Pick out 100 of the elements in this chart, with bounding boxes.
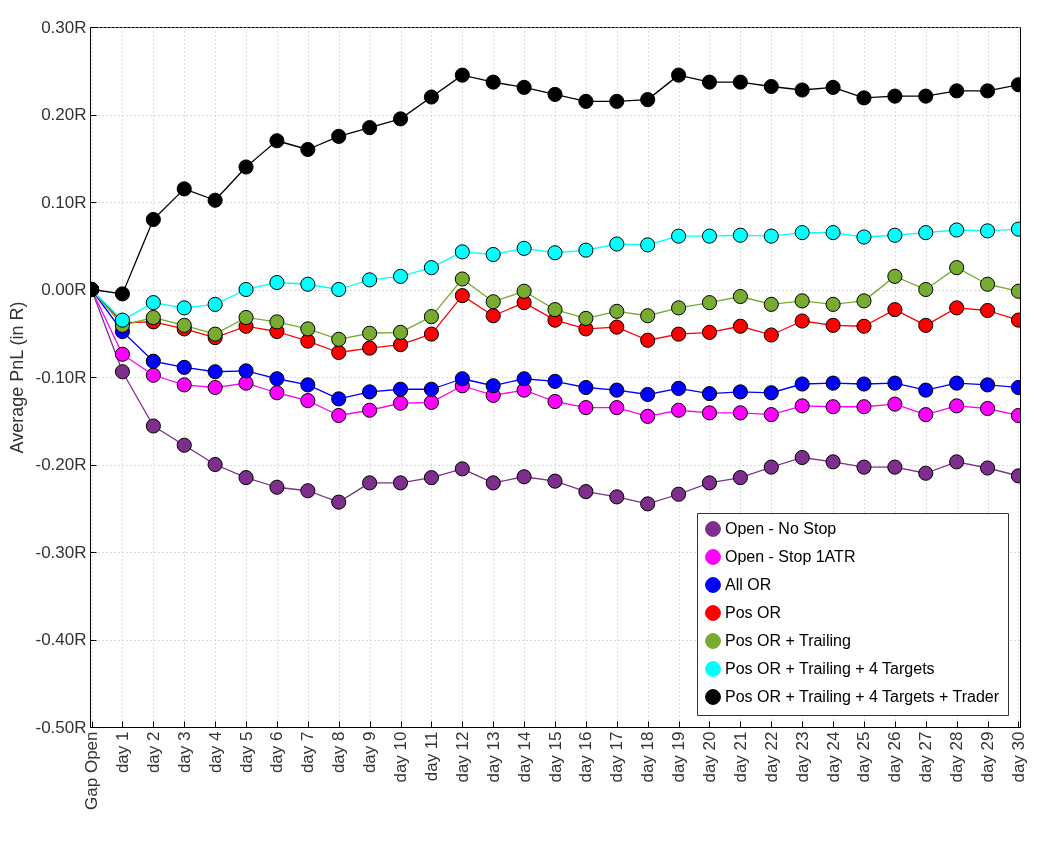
x-tick-label: day 8 — [329, 731, 349, 774]
point — [671, 228, 687, 244]
point — [362, 272, 378, 288]
point — [362, 384, 378, 400]
point — [176, 181, 192, 197]
point — [300, 483, 316, 499]
x-tick-label: day 23 — [792, 731, 812, 783]
point — [238, 375, 254, 391]
point — [640, 92, 656, 108]
point — [794, 293, 810, 309]
point — [763, 78, 779, 95]
point — [856, 90, 872, 106]
point — [609, 400, 625, 416]
point — [701, 74, 718, 90]
point — [794, 376, 810, 392]
point — [176, 359, 192, 375]
point — [423, 470, 439, 486]
point — [701, 295, 718, 311]
point — [732, 384, 748, 400]
point — [145, 295, 161, 311]
point — [794, 398, 810, 414]
point — [485, 294, 501, 310]
point — [671, 67, 687, 83]
y-tick-label: 0.10R — [41, 192, 87, 212]
point — [949, 300, 965, 316]
point — [979, 223, 996, 239]
x-tick-label: day 3 — [174, 731, 194, 774]
point — [485, 308, 501, 324]
point — [887, 302, 903, 318]
point — [423, 381, 439, 397]
point — [825, 375, 841, 391]
point — [701, 228, 718, 244]
point — [732, 318, 748, 334]
point — [331, 128, 347, 144]
x-tick-label: day 19 — [669, 731, 689, 783]
point — [331, 494, 347, 510]
point — [362, 402, 378, 418]
point — [856, 399, 872, 415]
point — [640, 237, 656, 253]
point — [949, 222, 965, 238]
point — [578, 310, 594, 326]
legend-label: Pos OR + Trailing + 4 Targets + Trader — [725, 688, 1000, 705]
point — [671, 300, 687, 316]
point — [887, 396, 903, 412]
x-tick-label: day 14 — [514, 731, 534, 783]
point — [918, 225, 934, 241]
x-tick-label: day 21 — [730, 731, 750, 783]
y-tick-label: -0.40R — [35, 630, 87, 649]
point — [825, 454, 841, 470]
point — [269, 371, 285, 387]
point — [887, 227, 903, 243]
y-axis-title: Average PnL (in R) — [7, 301, 28, 454]
point — [949, 83, 965, 99]
point — [300, 141, 316, 158]
x-tick-label: day 4 — [205, 731, 225, 774]
x-tick-label: day 25 — [854, 731, 874, 783]
point — [918, 465, 934, 481]
y-tick-label: 0.30R — [41, 17, 87, 37]
x-tick-label: day 30 — [1008, 731, 1028, 783]
legend-label: Pos OR + Trailing + 4 Targets — [725, 660, 935, 677]
x-tick-label: day 28 — [947, 731, 967, 783]
point — [392, 475, 409, 491]
x-tick-label: day 12 — [452, 731, 472, 783]
point — [300, 276, 316, 292]
point — [609, 489, 625, 505]
point — [423, 260, 439, 276]
point — [918, 317, 934, 333]
point — [176, 377, 192, 393]
point — [207, 326, 223, 342]
point — [516, 283, 532, 299]
x-tick-label: day 6 — [267, 731, 287, 774]
point — [269, 274, 285, 291]
x-tick-label: day 27 — [916, 731, 936, 783]
y-tick-label: -0.50R — [35, 717, 87, 737]
point — [269, 314, 285, 330]
point — [207, 456, 223, 473]
point — [763, 385, 779, 401]
x-tick-label: day 9 — [360, 731, 380, 774]
x-tick-label: day 17 — [607, 731, 627, 783]
point — [578, 400, 594, 416]
point — [825, 225, 841, 241]
point — [392, 268, 409, 284]
point — [547, 86, 563, 102]
point — [763, 327, 779, 343]
point — [887, 88, 903, 104]
point — [701, 475, 718, 491]
point — [578, 484, 594, 500]
point — [671, 402, 687, 418]
point — [392, 381, 409, 397]
legend-label: All OR — [725, 576, 772, 593]
point — [825, 296, 841, 312]
point — [732, 227, 748, 243]
point — [547, 302, 563, 318]
x-tick-label: day 29 — [978, 731, 998, 783]
point — [701, 386, 718, 402]
point — [856, 459, 872, 475]
point — [856, 376, 872, 392]
legend-label: Pos OR — [725, 604, 782, 621]
point — [794, 449, 810, 466]
point — [114, 346, 131, 362]
